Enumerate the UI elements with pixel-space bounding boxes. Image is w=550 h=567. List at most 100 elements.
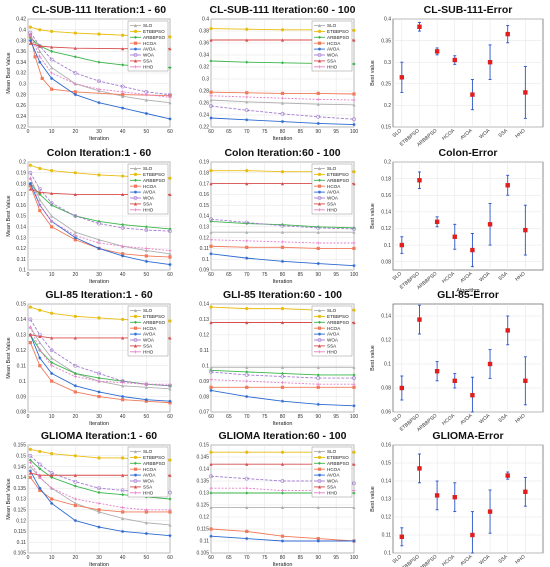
data-point-avoa bbox=[352, 539, 356, 543]
chart-panel-glioma-error: GLIOMA-Error 0.1 0.11 0.12 0.13 0.14 0.15 0.16 S… bbox=[370, 430, 544, 567]
x-tick-label: ARBBPSO bbox=[416, 554, 438, 567]
x-tick-label: 60 bbox=[167, 272, 173, 278]
data-point-hcoa bbox=[40, 76, 44, 80]
data-point-hcoa bbox=[280, 91, 285, 95]
x-tick-label: HHO bbox=[514, 271, 526, 283]
data-point-woa bbox=[28, 170, 33, 175]
data-point-woa bbox=[316, 225, 321, 230]
x-tick-label: 100 bbox=[350, 129, 359, 135]
y-tick-label: 0.14 bbox=[16, 317, 26, 323]
chart-panel-cl-sub-111-late: CL-SUB-111 Iteration:60 - 100 0.22 0.24 0.2… bbox=[199, 4, 358, 142]
data-point-hho bbox=[316, 97, 320, 101]
y-tick-label: 0.36 bbox=[199, 41, 209, 47]
data-point-woa bbox=[280, 223, 285, 228]
y-tick-label: 0.3 bbox=[19, 82, 26, 88]
data-point-hcoa bbox=[50, 379, 54, 383]
data-point-ssa bbox=[121, 473, 125, 477]
legend-label-arbbpso: ARBBPSO bbox=[143, 178, 166, 183]
legend-marker-avoa bbox=[317, 473, 322, 477]
data-point-ssa bbox=[245, 38, 249, 42]
y-tick-label: 0.1 bbox=[384, 362, 391, 368]
data-point-avoa bbox=[280, 539, 285, 543]
x-tick-label: 85 bbox=[298, 555, 304, 561]
data-point-hcoa bbox=[97, 394, 101, 399]
legend-marker-hcoa bbox=[133, 184, 138, 188]
legend-label-hcoa: HCOA bbox=[143, 41, 157, 46]
data-point-avoa bbox=[280, 120, 285, 124]
data-point-hho bbox=[28, 460, 32, 464]
y-tick-label: 0.07 bbox=[199, 410, 209, 416]
data-point-ssa bbox=[209, 182, 213, 186]
y-tick-label: 0.16 bbox=[381, 443, 391, 449]
chart-title: Colon Iteration:1 - 60 bbox=[47, 147, 152, 159]
x-tick-label: HHO bbox=[514, 554, 526, 566]
x-tick-label: AVOA bbox=[459, 554, 474, 567]
y-tick-label: 0.13 bbox=[199, 225, 209, 231]
y-tick-label: 0.1 bbox=[202, 363, 209, 369]
y-tick-label: 0.34 bbox=[16, 60, 26, 66]
y-tick-label: 0.08 bbox=[381, 259, 391, 265]
legend-label-ssa: SSA bbox=[143, 59, 153, 64]
y-axis-label: Best value bbox=[370, 345, 376, 371]
data-point-avoa bbox=[245, 118, 249, 122]
data-point-etbbpso bbox=[50, 311, 54, 315]
data-point-avoa bbox=[144, 259, 148, 263]
x-tick-label: 30 bbox=[96, 272, 102, 278]
y-tick-label: 0.06 bbox=[381, 410, 391, 416]
data-point-ssa bbox=[28, 187, 32, 191]
chart-title: Colon-Error bbox=[439, 147, 498, 159]
error-point-etbbpso bbox=[417, 317, 422, 322]
data-point-etbbpso bbox=[352, 450, 356, 454]
y-axis-label: Mean Best Value bbox=[6, 195, 12, 236]
x-tick-label: 10 bbox=[49, 555, 55, 561]
data-point-avoa bbox=[73, 93, 77, 97]
series-line-slo bbox=[29, 34, 171, 104]
x-tick-label: 70 bbox=[244, 272, 250, 278]
y-tick-label: 0.18 bbox=[199, 171, 209, 177]
x-tick-label: 65 bbox=[226, 272, 232, 278]
data-point-ssa bbox=[50, 336, 54, 340]
data-point-ssa bbox=[50, 191, 54, 195]
data-point-woa bbox=[168, 229, 172, 234]
data-point-etbbpso bbox=[280, 450, 285, 454]
data-point-hho bbox=[168, 382, 172, 386]
data-point-woa bbox=[73, 479, 78, 484]
y-tick-label: 0.17 bbox=[16, 192, 26, 198]
legend-marker-avoa bbox=[133, 332, 138, 336]
x-tick-label: 0 bbox=[27, 272, 30, 278]
error-point-avoa bbox=[470, 393, 475, 398]
y-tick-label: 0.105 bbox=[13, 551, 26, 557]
error-point-slo bbox=[399, 242, 405, 248]
data-point-ssa bbox=[245, 182, 249, 186]
data-point-ssa bbox=[38, 334, 42, 338]
data-point-woa bbox=[244, 476, 249, 481]
y-tick-label: 0.15 bbox=[199, 203, 209, 209]
y-tick-label: 0.09 bbox=[199, 268, 209, 274]
data-point-woa bbox=[49, 201, 54, 205]
data-point-hho bbox=[352, 98, 356, 102]
y-tick-label: 0.28 bbox=[16, 92, 26, 98]
legend-label-arbbpso: ARBBPSO bbox=[327, 461, 350, 466]
legend-marker-woa bbox=[133, 196, 138, 200]
data-point-etbbpso bbox=[121, 456, 125, 460]
legend-label-arbbpso: ARBBPSO bbox=[327, 178, 350, 183]
y-tick-label: 0.15 bbox=[16, 302, 26, 308]
y-tick-label: 0.1 bbox=[384, 243, 391, 249]
data-point-hcoa bbox=[316, 246, 320, 250]
data-point-hcoa bbox=[280, 534, 285, 538]
data-point-ssa bbox=[280, 320, 285, 325]
data-point-hho bbox=[28, 33, 32, 37]
x-tick-label: 100 bbox=[350, 414, 359, 420]
legend-marker-ssa bbox=[133, 344, 138, 348]
legend-box bbox=[311, 20, 353, 72]
legend-label-woa: WOA bbox=[143, 338, 155, 343]
data-point-woa bbox=[37, 187, 42, 191]
y-tick-label: 0.13 bbox=[16, 333, 26, 339]
data-point-woa bbox=[316, 114, 321, 119]
data-point-hho bbox=[209, 94, 213, 98]
y-tick-label: 0.38 bbox=[199, 29, 209, 35]
data-point-hho bbox=[245, 239, 249, 243]
x-tick-label: SLO bbox=[392, 271, 404, 282]
y-tick-label: 0.12 bbox=[199, 333, 209, 339]
legend-label-ssa: SSA bbox=[143, 485, 153, 490]
